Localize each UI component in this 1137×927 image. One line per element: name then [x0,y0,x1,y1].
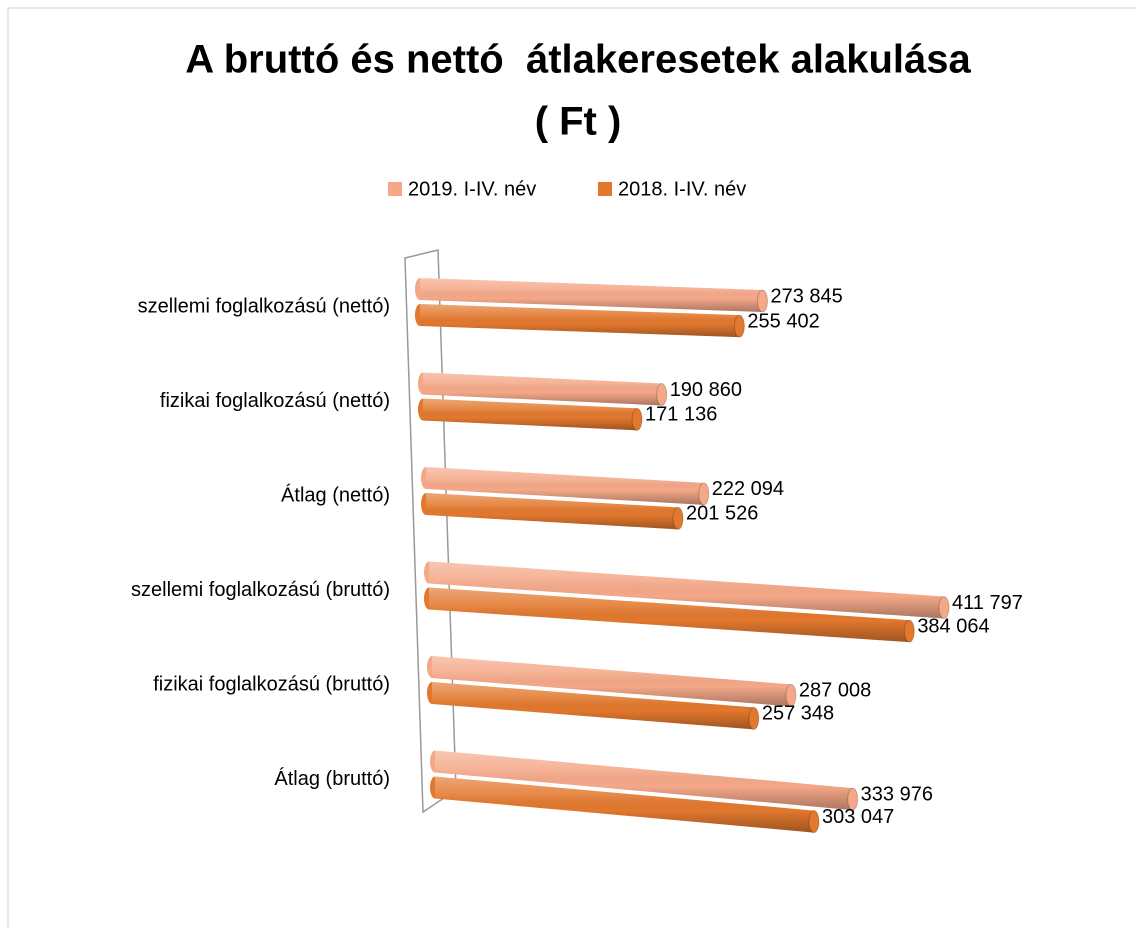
value-label: 303 047 [822,806,894,828]
value-label: 255 402 [747,310,819,332]
bar-end [785,683,797,707]
bar-end [733,314,745,338]
bar [418,398,643,431]
legend-swatch [598,182,612,196]
value-label: 257 348 [762,703,834,725]
bar-end [903,619,915,643]
bar-end [847,787,859,811]
bar-shade [432,682,754,730]
bar-end [756,289,768,313]
bar-shade [429,587,910,643]
bar [427,682,760,730]
bar-shade [423,398,638,431]
bar-end [698,482,710,506]
category-label: szellemi foglalkozású (nettó) [138,295,390,317]
bar-end [656,382,668,406]
bar-shade [426,467,704,505]
value-label: 411 797 [952,592,1023,614]
bar [415,278,768,313]
bar-shade [435,750,853,811]
bar [430,750,859,811]
bar [430,776,820,834]
bar [421,493,684,530]
legend-swatch [388,182,402,196]
bar-shade [426,493,679,530]
bar-shade [429,561,944,619]
bar-shade [435,776,814,833]
value-label: 201 526 [686,503,758,525]
legend-label: 2019. I-IV. név [408,178,536,200]
bar-end [672,506,684,530]
bar [427,656,797,707]
category-label: szellemi foglalkozású (bruttó) [131,579,390,601]
value-label: 287 008 [799,680,871,702]
value-label: 333 976 [861,783,933,805]
chart-title: A bruttó és nettó átlakeresetek alakulás… [185,38,971,82]
category-label: fizikai foglalkozású (bruttó) [153,673,390,695]
bar-shade [423,372,662,406]
bar-shade [432,656,791,707]
bar [424,587,915,643]
bar [415,304,745,338]
bar [421,467,710,506]
bar-end [631,407,643,431]
bar-end [938,596,950,620]
bar-end [748,706,760,730]
value-label: 171 136 [645,404,717,426]
chart-title: ( Ft ) [535,100,622,144]
category-label: Átlag (nettó) [281,483,390,506]
value-label: 190 860 [670,379,742,401]
bar [424,561,950,620]
value-label: 273 845 [770,285,842,307]
wall [404,249,457,814]
bar [418,372,668,406]
category-label: fizikai foglalkozású (nettó) [160,390,390,412]
legend-label: 2018. I-IV. név [618,178,746,200]
bar-shade [420,278,763,312]
bar-end [808,810,820,834]
value-label: 384 064 [917,615,989,637]
category-label: Átlag (bruttó) [274,767,390,790]
value-label: 222 094 [712,478,784,500]
bar-shade [420,304,740,338]
